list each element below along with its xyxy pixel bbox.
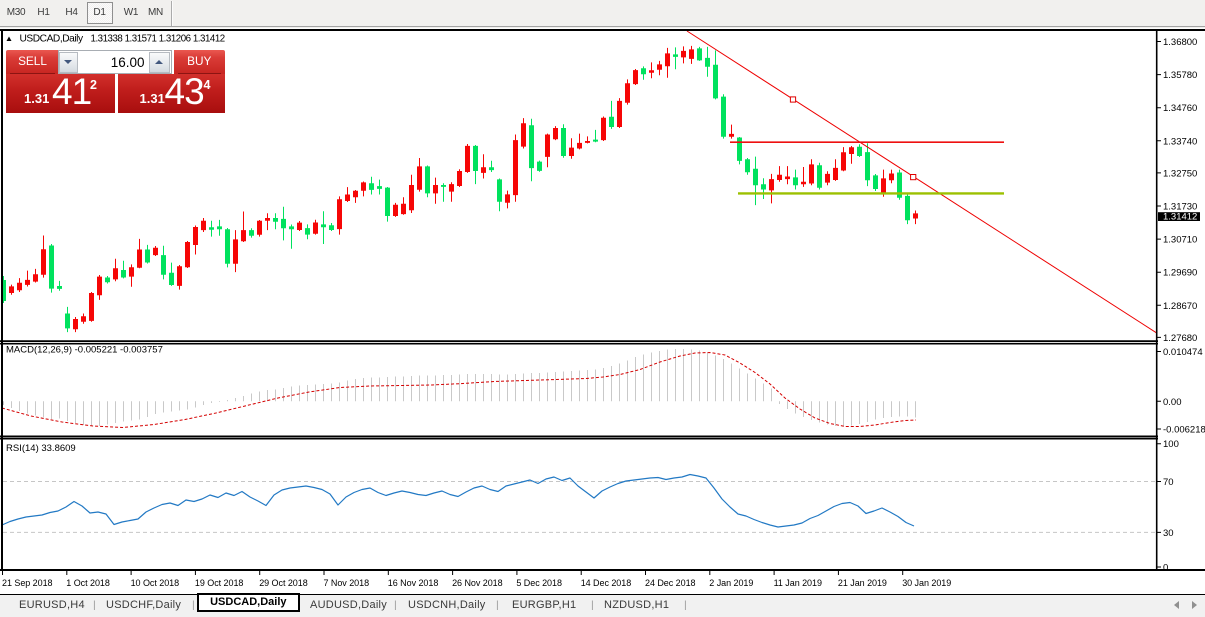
svg-text:21 Sep 2018: 21 Sep 2018: [2, 578, 53, 588]
svg-text:24 Dec 2018: 24 Dec 2018: [645, 578, 696, 588]
svg-text:19 Oct 2018: 19 Oct 2018: [195, 578, 244, 588]
svg-text:30: 30: [1163, 528, 1174, 539]
svg-text:10 Oct 2018: 10 Oct 2018: [131, 578, 180, 588]
svg-text:1 Oct 2018: 1 Oct 2018: [66, 578, 110, 588]
svg-text:0.010474: 0.010474: [1163, 347, 1203, 358]
svg-text:1.28670: 1.28670: [1163, 301, 1197, 312]
svg-text:USDCAD,Daily: USDCAD,Daily: [20, 34, 84, 45]
svg-text:1.30710: 1.30710: [1163, 235, 1197, 246]
svg-text:1.34760: 1.34760: [1163, 103, 1197, 114]
svg-text:1.27680: 1.27680: [1163, 333, 1197, 344]
svg-text:7 Nov 2018: 7 Nov 2018: [324, 578, 370, 588]
svg-text:70: 70: [1163, 477, 1174, 488]
svg-text:2 Jan 2019: 2 Jan 2019: [709, 578, 753, 588]
svg-text:1.31338 1.31571 1.31206 1.3141: 1.31338 1.31571 1.31206 1.31412: [91, 33, 225, 44]
svg-text:11 Jan 2019: 11 Jan 2019: [774, 578, 822, 588]
svg-text:0: 0: [1163, 563, 1168, 574]
svg-text:0.00: 0.00: [1163, 397, 1182, 408]
svg-text:14 Dec 2018: 14 Dec 2018: [581, 578, 632, 588]
svg-text:MACD(12,26,9) -0.005221 -0.003: MACD(12,26,9) -0.005221 -0.003757: [6, 345, 163, 356]
svg-text:1.33740: 1.33740: [1163, 136, 1197, 147]
svg-text:1.31412: 1.31412: [1163, 212, 1197, 223]
svg-text:1.36800: 1.36800: [1163, 37, 1197, 48]
svg-text:30 Jan 2019: 30 Jan 2019: [902, 578, 951, 588]
svg-text:29 Oct 2018: 29 Oct 2018: [259, 578, 308, 588]
svg-text:RSI(14) 33.8609: RSI(14) 33.8609: [6, 443, 76, 454]
svg-text:100: 100: [1163, 439, 1179, 450]
svg-text:1.29690: 1.29690: [1163, 268, 1197, 279]
svg-text:21 Jan 2019: 21 Jan 2019: [838, 578, 887, 588]
svg-text:26 Nov 2018: 26 Nov 2018: [452, 578, 503, 588]
svg-text:1.35780: 1.35780: [1163, 70, 1197, 81]
svg-text:1.32750: 1.32750: [1163, 168, 1197, 179]
svg-text:5 Dec 2018: 5 Dec 2018: [516, 578, 562, 588]
svg-text:1.31730: 1.31730: [1163, 202, 1197, 213]
svg-text:16 Nov 2018: 16 Nov 2018: [388, 578, 439, 588]
svg-text:-0.006218: -0.006218: [1163, 425, 1205, 436]
